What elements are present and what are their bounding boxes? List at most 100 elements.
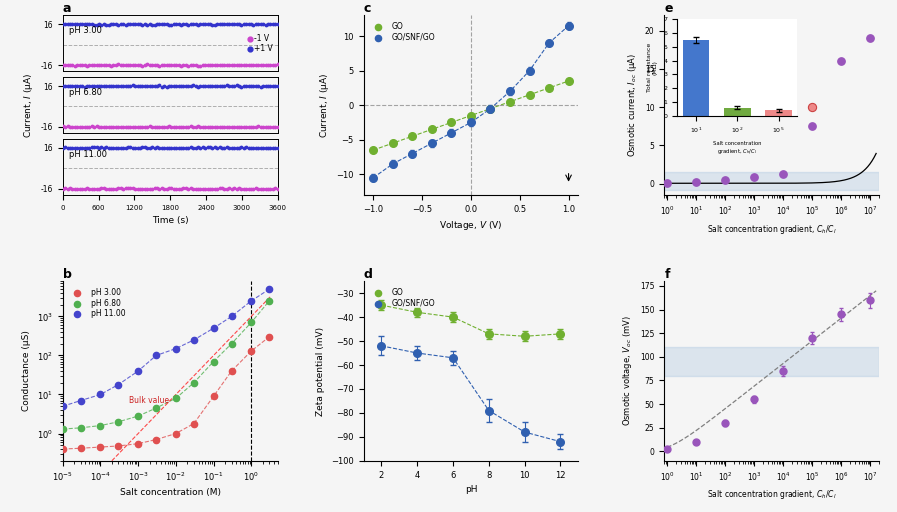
Point	[231, 61, 246, 70]
Point	[266, 123, 280, 131]
Point	[220, 61, 234, 70]
Point	[84, 20, 99, 28]
Point	[126, 122, 140, 131]
Point	[261, 20, 275, 29]
Point	[237, 185, 251, 193]
Point	[220, 143, 234, 152]
Point	[126, 144, 140, 152]
Point	[137, 82, 152, 90]
Point	[126, 20, 140, 29]
Point	[152, 144, 167, 153]
Point	[97, 184, 111, 193]
Point	[80, 20, 94, 29]
Point	[150, 82, 164, 90]
Point	[56, 184, 70, 193]
Point	[104, 144, 118, 152]
Point	[130, 143, 144, 152]
Point	[270, 144, 284, 152]
Text: c: c	[363, 3, 370, 15]
Point	[60, 82, 74, 91]
Point	[169, 82, 183, 91]
Point	[73, 144, 87, 152]
Point	[77, 144, 91, 152]
Point	[133, 185, 147, 193]
Point	[104, 82, 118, 90]
Point	[248, 123, 263, 131]
Point	[196, 20, 210, 28]
Point	[143, 185, 157, 193]
Point	[167, 61, 181, 70]
Point	[135, 143, 150, 151]
Point	[143, 61, 157, 70]
Point	[147, 82, 161, 90]
Point	[137, 61, 152, 69]
Point	[231, 81, 246, 90]
Point	[83, 61, 97, 69]
Point	[718, 176, 732, 184]
Point	[254, 122, 268, 131]
Point	[171, 185, 186, 193]
Point	[84, 143, 99, 152]
Point	[237, 20, 251, 28]
Point	[230, 20, 244, 28]
Point	[63, 82, 77, 90]
Point	[248, 82, 263, 91]
Point	[263, 185, 277, 193]
Point	[152, 81, 167, 90]
Point	[94, 143, 109, 152]
Point	[99, 20, 113, 29]
Point	[227, 81, 241, 90]
Point	[241, 123, 256, 132]
Point	[244, 82, 258, 90]
Point	[154, 122, 169, 131]
Point	[205, 61, 220, 70]
Point	[222, 123, 237, 131]
Point	[266, 185, 280, 193]
Point	[208, 143, 222, 152]
Point	[114, 20, 128, 29]
Point	[248, 20, 263, 29]
Point	[256, 185, 270, 193]
Point	[75, 144, 90, 152]
Y-axis label: Zeta potential (mV): Zeta potential (mV)	[317, 327, 326, 416]
Point	[181, 185, 196, 193]
Point	[241, 82, 256, 90]
Point	[111, 122, 126, 131]
Point	[128, 144, 143, 152]
Point	[208, 20, 222, 29]
Point	[210, 20, 224, 28]
Point	[256, 20, 270, 29]
Text: e: e	[665, 3, 673, 15]
Point	[135, 82, 150, 90]
Point	[58, 61, 73, 69]
Point	[198, 20, 213, 28]
Point	[237, 61, 251, 69]
Point	[181, 144, 196, 153]
Point	[56, 61, 70, 69]
Point	[220, 20, 234, 28]
Point	[65, 61, 80, 69]
Point	[234, 143, 248, 152]
Point	[224, 185, 239, 193]
Point	[171, 144, 186, 152]
Point	[169, 61, 183, 69]
X-axis label: Time (s): Time (s)	[152, 216, 188, 225]
Point	[157, 122, 171, 131]
Point	[58, 82, 73, 91]
Point	[196, 122, 210, 131]
Point	[266, 60, 280, 69]
Point	[80, 123, 94, 131]
Point	[123, 183, 137, 191]
Point	[174, 123, 188, 131]
Point	[239, 123, 253, 132]
Point	[90, 21, 104, 29]
Point	[56, 20, 70, 28]
Point	[121, 20, 135, 28]
Point	[220, 81, 234, 90]
Point	[128, 184, 143, 193]
Point	[157, 184, 171, 193]
Point	[270, 60, 284, 68]
Point	[220, 123, 234, 131]
Point	[150, 20, 164, 28]
Point	[198, 81, 213, 90]
